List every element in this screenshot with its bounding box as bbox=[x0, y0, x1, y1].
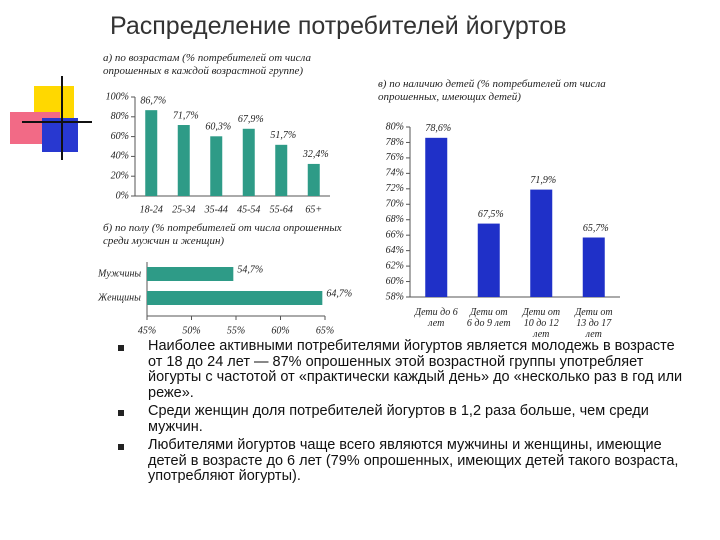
value-label: 51,7% bbox=[270, 130, 296, 141]
x-tick-label: 50% bbox=[182, 325, 200, 336]
y-tick-label: 100% bbox=[106, 91, 129, 102]
y-tick-label: 68% bbox=[386, 214, 404, 225]
y-tick-label: 0% bbox=[116, 190, 129, 201]
y-tick-label: 58% bbox=[386, 291, 404, 302]
value-label: 54,7% bbox=[237, 264, 263, 275]
y-tick-label: 70% bbox=[386, 199, 404, 210]
y-tick-label: 60% bbox=[386, 276, 404, 287]
decor bbox=[42, 118, 78, 152]
y-tick-label: 40% bbox=[111, 151, 129, 162]
bar bbox=[477, 223, 500, 297]
bullet: Наиболее активными потребителями йогурто… bbox=[118, 338, 693, 401]
bullet: Среди женщин доля потребителей йогуртов … bbox=[118, 403, 693, 435]
x-tick-label: 55% bbox=[227, 325, 245, 336]
y-tick-label: 62% bbox=[386, 260, 404, 271]
value-label: 71,7% bbox=[173, 110, 199, 121]
value-label: 32,4% bbox=[302, 149, 329, 160]
x-tick-label: 45% bbox=[138, 325, 156, 336]
bar bbox=[275, 144, 288, 196]
chart-subtitle: а) по возрастам (% потребителей от числа… bbox=[103, 52, 311, 77]
chart-subtitle: б) по полу (% потребителей от числа опро… bbox=[103, 222, 342, 247]
bar bbox=[242, 128, 255, 196]
y-tick-label: 66% bbox=[386, 229, 404, 240]
y-tick-label: 80% bbox=[386, 121, 404, 132]
chart-subtitle: в) по наличию детей (% потребителей от ч… bbox=[378, 78, 606, 103]
value-label: 78,6% bbox=[425, 123, 451, 134]
y-tick-label: 64% bbox=[386, 245, 404, 256]
category-label: 45-54 bbox=[237, 204, 260, 215]
bar bbox=[147, 291, 323, 305]
bar bbox=[582, 237, 605, 297]
y-tick-label: 80% bbox=[111, 111, 129, 122]
category-label: Дети от 13 до 17 лет bbox=[574, 307, 613, 340]
value-label: 67,9% bbox=[238, 114, 264, 125]
category-label: 25-34 bbox=[172, 204, 195, 215]
y-tick-label: 78% bbox=[386, 137, 404, 148]
bar bbox=[530, 189, 553, 297]
value-label: 67,5% bbox=[478, 209, 504, 220]
value-label: 71,9% bbox=[530, 175, 556, 186]
bar bbox=[425, 137, 448, 297]
value-label: 86,7% bbox=[140, 95, 166, 106]
category-label: 18-24 bbox=[140, 204, 163, 215]
category-label: 65+ bbox=[305, 204, 322, 215]
bar bbox=[147, 267, 234, 281]
y-tick-label: 20% bbox=[111, 170, 129, 181]
category-label: 55-64 bbox=[270, 204, 293, 215]
category-label: Дети от 6 до 9 лет bbox=[466, 307, 511, 329]
value-label: 65,7% bbox=[583, 223, 609, 234]
category-label: Женщины bbox=[97, 292, 141, 303]
y-tick-label: 72% bbox=[386, 183, 404, 194]
y-tick-label: 60% bbox=[111, 131, 129, 142]
bar bbox=[210, 136, 223, 196]
category-label: 35-44 bbox=[204, 204, 228, 215]
bullet: Любителями йогуртов чаще всего являются … bbox=[118, 437, 693, 485]
category-label: Дети до 6 лет bbox=[414, 307, 458, 329]
value-label: 60,3% bbox=[205, 122, 231, 133]
bar bbox=[145, 110, 158, 196]
y-tick-label: 76% bbox=[386, 152, 404, 163]
category-label: Дети от 10 до 12 лет bbox=[522, 307, 561, 340]
bullet-list: Наиболее активными потребителями йогурто… bbox=[118, 338, 693, 488]
bar bbox=[307, 163, 320, 196]
value-label: 64,7% bbox=[326, 288, 352, 299]
slide-title: Распределение потребителей йогуртов bbox=[110, 12, 567, 40]
x-tick-label: 60% bbox=[271, 325, 289, 336]
y-tick-label: 74% bbox=[386, 168, 404, 179]
category-label: Мужчины bbox=[97, 268, 141, 279]
x-tick-label: 65% bbox=[316, 325, 334, 336]
bar bbox=[177, 125, 190, 196]
